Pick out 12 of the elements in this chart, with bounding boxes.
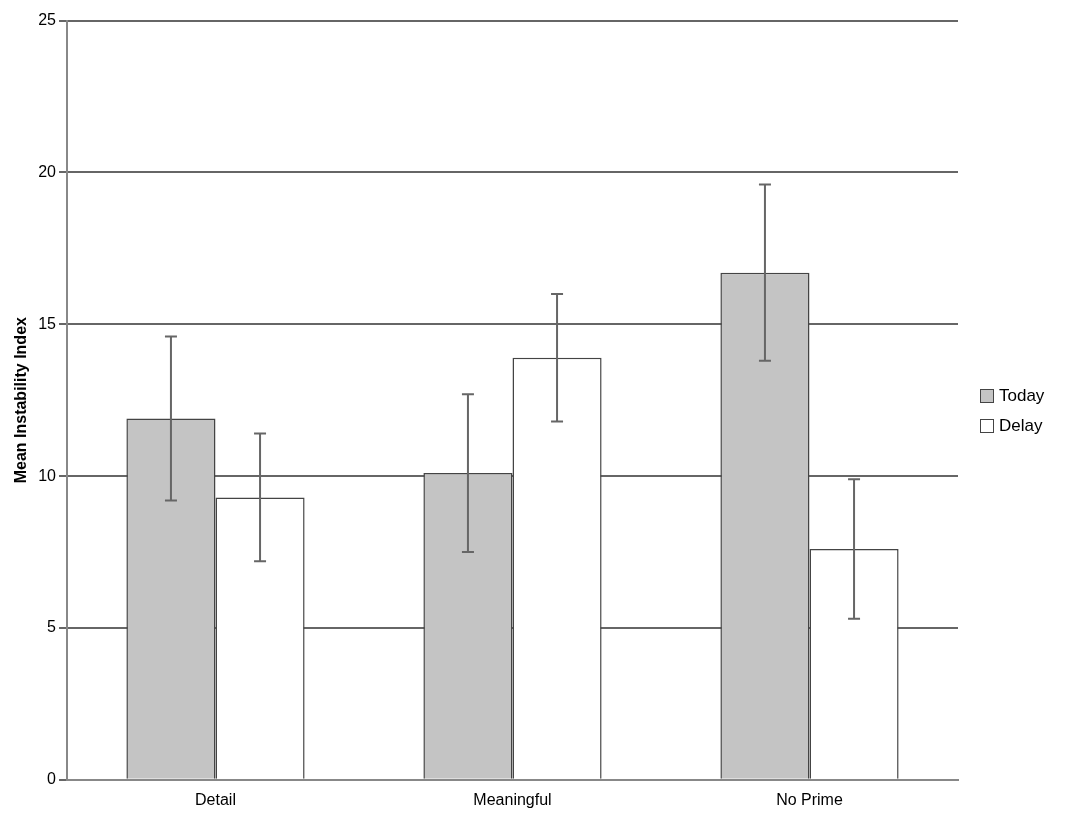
text: Delay	[999, 415, 1043, 436]
y-tick-label: 5	[47, 618, 57, 636]
y-tick-label: 25	[38, 11, 57, 29]
legend-label: Today	[999, 385, 1045, 406]
y-tick-label: 0	[47, 770, 57, 788]
y-tick-label: 15	[38, 314, 57, 332]
x-tick-label: Meaningful	[473, 790, 552, 808]
y-tick-label: 10	[38, 466, 57, 484]
y-axis-title: Mean Instability Index	[12, 316, 30, 484]
x-tick-label: Detail	[195, 790, 236, 808]
x-tick-label: No Prime	[776, 790, 843, 808]
y-tick-label: 20	[38, 162, 57, 180]
